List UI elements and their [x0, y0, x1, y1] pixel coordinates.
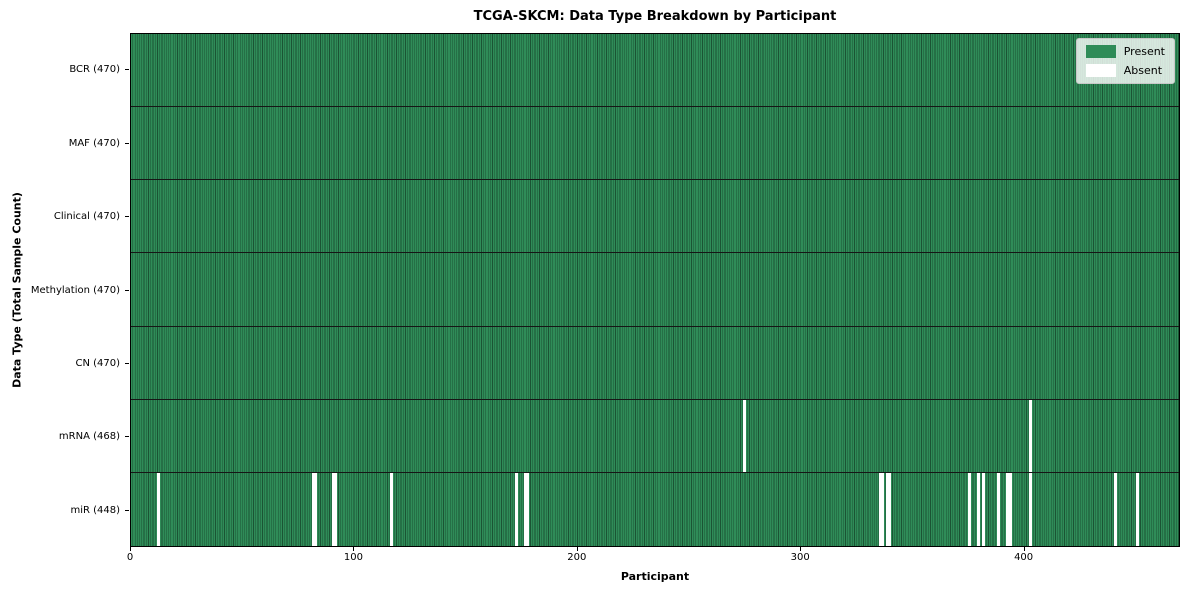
absent-gap: [333, 472, 337, 546]
x-tick-label: 0: [126, 552, 134, 563]
plot-area: Present Absent: [130, 33, 1180, 547]
absent-gap: [742, 399, 746, 472]
absent-gap: [968, 472, 972, 546]
absent-gap: [1008, 472, 1012, 546]
y-tick-label: MAF (470): [68, 137, 120, 149]
x-tick-mark: [800, 547, 802, 551]
absent-gap: [887, 472, 891, 546]
y-tick-label: miR (448): [70, 504, 120, 516]
y-tick-label: CN (470): [75, 357, 120, 369]
absent-gap: [1028, 472, 1032, 546]
absent-gap: [1135, 472, 1139, 546]
y-tick-label: BCR (470): [69, 64, 120, 76]
chart-title: TCGA-SKCM: Data Type Breakdown by Partic…: [473, 9, 837, 24]
legend-item: Absent: [1085, 64, 1165, 77]
legend: Present Absent: [1075, 38, 1175, 84]
x-tick-mark: [1023, 547, 1025, 551]
absent-gap: [1028, 399, 1032, 472]
y-tick-mark: [125, 142, 129, 144]
absent-gap: [514, 472, 518, 546]
y-tick-mark: [125, 362, 129, 364]
x-tick-label: 400: [1014, 552, 1034, 563]
data-type-row: [131, 253, 1179, 327]
data-type-row: [131, 472, 1179, 546]
x-tick-label: 200: [567, 552, 587, 563]
x-tick-mark: [576, 547, 578, 551]
legend-label: Absent: [1123, 64, 1163, 77]
data-type-row: [131, 34, 1179, 108]
x-tick-mark: [130, 547, 131, 551]
y-tick-mark: [125, 216, 129, 218]
x-axis-label: Participant: [620, 570, 690, 583]
y-tick-mark: [125, 509, 129, 511]
absent-gap: [881, 472, 885, 546]
data-type-row: [131, 399, 1179, 473]
legend-swatch-icon: [1085, 45, 1116, 58]
legend-item: Present: [1085, 45, 1165, 58]
absent-gap: [1006, 472, 1010, 546]
absent-gap: [885, 472, 889, 546]
absent-gap: [389, 472, 393, 546]
absent-gap: [977, 472, 981, 546]
absent-gap: [1113, 472, 1117, 546]
y-tick-mark: [125, 69, 129, 71]
absent-gap: [313, 472, 317, 546]
y-tick-mark: [125, 436, 129, 438]
y-tick-mark: [125, 289, 129, 291]
absent-gap: [157, 472, 161, 546]
y-tick-label: mRNA (468): [58, 431, 120, 443]
absent-gap: [526, 472, 530, 546]
absent-gap: [523, 472, 527, 546]
absent-gap: [311, 472, 315, 546]
data-type-row: [131, 326, 1179, 400]
y-tick-label: Methylation (470): [30, 284, 120, 296]
x-tick-mark: [353, 547, 355, 551]
data-type-row: [131, 107, 1179, 181]
absent-gap: [879, 472, 882, 546]
legend-label: Present: [1123, 45, 1165, 58]
absent-gap: [997, 472, 1001, 546]
absent-gap: [981, 472, 985, 546]
x-tick-label: 100: [343, 552, 363, 563]
x-tick-label: 300: [790, 552, 810, 563]
y-tick-label: Clinical (470): [53, 211, 120, 223]
legend-swatch-icon: [1085, 64, 1116, 77]
data-type-row: [131, 180, 1179, 254]
absent-gap: [331, 472, 335, 546]
